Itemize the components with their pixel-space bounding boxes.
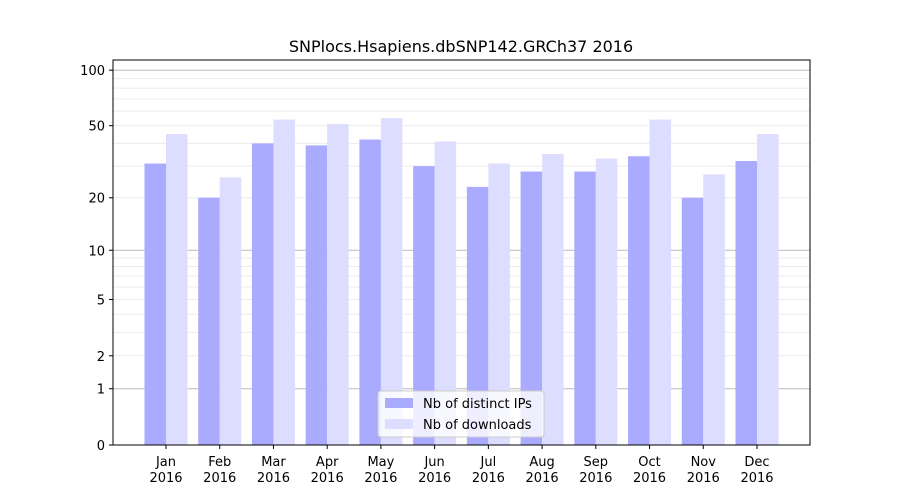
bar-distinct-ips [251, 143, 274, 445]
y-axis: 0 1 2 5 10 20 50 100 [80, 64, 113, 454]
bar-downloads [757, 134, 779, 446]
x-tick-label: Mar [261, 455, 286, 470]
x-tick-label: 2016 [364, 471, 397, 486]
x-tick-label: 2016 [311, 471, 344, 486]
bar-distinct-ips [359, 139, 381, 446]
bar-distinct-ips [628, 156, 650, 445]
x-tick-label: Sep [584, 455, 609, 470]
x-tick-label: Feb [208, 455, 231, 470]
bar-downloads [380, 118, 403, 445]
bar-distinct-ips [198, 197, 220, 445]
legend-swatch [385, 419, 413, 429]
x-tick-label: Jun [423, 455, 444, 470]
bar-distinct-ips [413, 166, 435, 445]
x-tick-label: 2016 [526, 471, 559, 486]
x-tick-label: 2016 [687, 471, 720, 486]
bar-downloads [166, 134, 188, 446]
chart-title: SNPlocs.Hsapiens.dbSNP142.GRCh37 2016 [289, 37, 633, 56]
bars [144, 118, 779, 446]
bar-distinct-ips [520, 171, 543, 446]
bar-distinct-ips [681, 197, 704, 445]
bar-distinct-ips [305, 145, 328, 445]
x-tick-label: 2016 [579, 471, 612, 486]
bar-downloads [219, 177, 242, 446]
x-tick-label: 2016 [472, 471, 505, 486]
bar-distinct-ips [735, 161, 757, 445]
y-tick-label: 0 [97, 439, 105, 454]
x-tick-label: Jan [155, 455, 176, 470]
legend-label: Nb of distinct IPs [423, 397, 532, 412]
bar-downloads [488, 163, 510, 445]
bar-downloads [703, 174, 725, 445]
x-tick-label: 2016 [203, 471, 236, 486]
y-tick-label: 2 [97, 350, 105, 365]
bar-distinct-ips [574, 171, 596, 446]
legend-swatch [385, 398, 413, 408]
plot-frame [112, 59, 811, 446]
y-tick-label: 10 [88, 244, 105, 259]
x-tick-label: May [367, 455, 394, 470]
bar-distinct-ips [144, 163, 166, 445]
bar-downloads [273, 119, 295, 445]
y-tick-label: 20 [88, 192, 105, 207]
y-tick-label: 50 [88, 120, 105, 135]
x-tick-label: Nov [691, 455, 717, 470]
x-tick-label: Dec [744, 455, 769, 470]
bar-distinct-ips [466, 186, 489, 445]
x-tick-label: 2016 [633, 471, 666, 486]
bar-downloads [327, 124, 349, 446]
legend-box [377, 390, 545, 438]
x-tick-label: Oct [638, 455, 660, 470]
x-tick-label: 2016 [149, 471, 182, 486]
y-tick-label: 5 [97, 293, 105, 308]
x-tick-label: 2016 [740, 471, 773, 486]
y-tick-label: 1 [97, 383, 105, 398]
bar-downloads [649, 119, 672, 445]
x-tick-label: Aug [529, 455, 554, 470]
bar-downloads [595, 158, 618, 445]
x-tick-label: 2016 [257, 471, 290, 486]
x-axis: Jan2016Feb2016Mar2016Apr2016May2016Jun20… [149, 445, 774, 486]
bar-downloads [542, 153, 564, 445]
legend: Nb of distinct IPs Nb of downloads [377, 390, 545, 438]
x-tick-label: Jul [480, 455, 497, 470]
x-tick-label: 2016 [418, 471, 451, 486]
x-tick-label: Apr [316, 455, 339, 470]
legend-label: Nb of downloads [423, 418, 532, 433]
y-tick-label: 100 [80, 64, 105, 79]
bar-downloads [434, 141, 457, 445]
